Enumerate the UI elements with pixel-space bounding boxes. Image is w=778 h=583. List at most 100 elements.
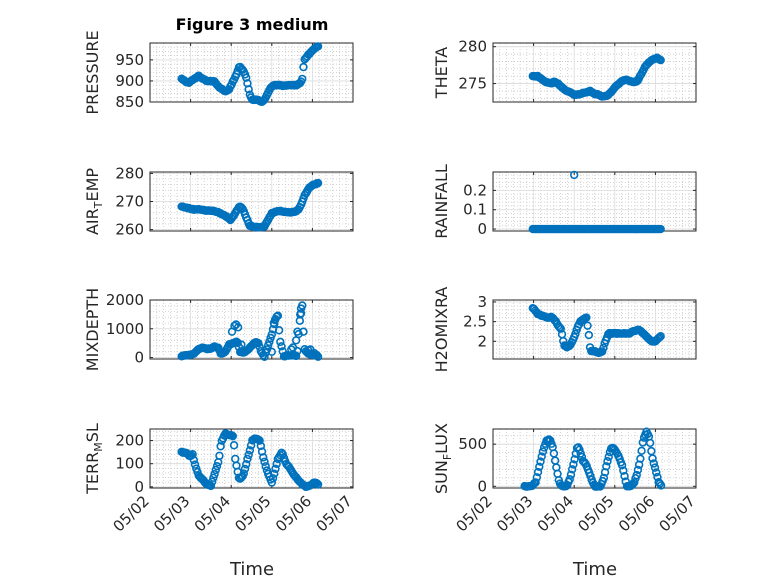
data-point <box>532 473 542 482</box>
data-point <box>536 457 545 466</box>
data-point <box>535 462 544 471</box>
data-point <box>265 337 274 347</box>
data-point <box>313 178 323 188</box>
subplot-h2omixra: 22.5 3 H2OMIXRA <box>432 287 697 372</box>
y-axis-label: RAINFALL <box>432 164 451 239</box>
data-point <box>656 332 665 341</box>
data-point <box>207 477 217 486</box>
data-point <box>531 478 540 487</box>
tick-marks <box>149 299 354 359</box>
data-point <box>239 469 248 478</box>
data-point <box>293 327 302 336</box>
subplot-theta: 275 280 THETA <box>432 38 697 103</box>
data-point <box>313 480 323 489</box>
data-point <box>229 441 239 450</box>
data-point <box>210 469 219 479</box>
data-point <box>291 351 301 361</box>
data-point <box>268 474 278 483</box>
y-tick-label: 275 <box>458 75 487 93</box>
data-point <box>242 460 251 469</box>
y-tick-label: 0 <box>134 349 144 367</box>
y-axis-label: TERRMSL <box>83 423 105 495</box>
data-point <box>299 62 308 72</box>
axes-box <box>149 299 354 360</box>
data-point <box>267 330 276 339</box>
data-point <box>288 343 298 352</box>
data-point <box>655 333 664 342</box>
y-tick-label: 2 <box>477 332 487 350</box>
major-grid <box>493 43 696 102</box>
axes-box <box>492 42 697 103</box>
y-tick-label: 100 <box>115 455 144 473</box>
figure-title: Figure 3 medium <box>176 15 329 34</box>
data-point <box>604 452 613 461</box>
y-tick-label: 900 <box>115 72 144 90</box>
data-point <box>228 431 238 441</box>
data-point <box>274 326 284 335</box>
data-point <box>637 446 646 456</box>
data-points <box>528 303 665 358</box>
y-tick-label: 0.1 <box>463 201 487 219</box>
data-point <box>242 73 251 82</box>
data-point <box>566 470 576 479</box>
subplot-air-temp: 260 270 280 AIRTEMP <box>83 164 354 239</box>
y-axis-label: PRESSURE <box>83 30 102 114</box>
data-point <box>538 447 548 456</box>
data-point <box>556 324 566 333</box>
data-point <box>570 455 579 464</box>
data-point <box>287 345 296 354</box>
y-tick-label: 260 <box>115 221 144 239</box>
data-point <box>259 453 268 462</box>
y-tick-label: 3 <box>477 293 487 311</box>
data-point <box>261 462 270 471</box>
data-point <box>244 85 253 94</box>
data-point <box>565 475 574 484</box>
data-point <box>267 478 276 487</box>
data-point <box>648 454 657 463</box>
data-point <box>276 337 285 347</box>
data-point <box>243 454 252 464</box>
data-point <box>656 224 665 234</box>
data-points <box>177 301 323 361</box>
data-point <box>267 347 276 357</box>
y-tick-label: 0 <box>477 220 487 238</box>
data-point <box>584 330 594 340</box>
data-point <box>237 340 246 349</box>
data-point <box>617 461 627 470</box>
data-point <box>298 74 307 84</box>
data-point <box>567 465 577 474</box>
data-point <box>544 435 554 444</box>
data-point <box>187 451 196 460</box>
data-point <box>539 443 549 452</box>
data-point <box>632 470 641 480</box>
data-point <box>656 481 666 490</box>
subplot-rainfall: 00.1 0.2 RAINFALL <box>432 164 697 239</box>
y-tick-label: 2.5 <box>463 313 487 331</box>
major-grid <box>493 300 696 359</box>
data-points <box>177 429 323 492</box>
data-point <box>233 323 243 332</box>
y-tick-label: 1000 <box>106 320 144 338</box>
data-point <box>656 55 665 65</box>
data-point <box>310 349 319 358</box>
data-points <box>177 42 323 107</box>
y-tick-label: 200 <box>115 432 144 450</box>
x-axis-label-left: Time <box>229 559 274 580</box>
data-point <box>603 457 612 466</box>
data-point <box>244 450 253 460</box>
x-axis-label-right: Time <box>572 559 617 580</box>
data-point <box>212 462 222 471</box>
y-tick-label: 0.2 <box>463 181 487 199</box>
data-point <box>583 321 592 330</box>
data-point <box>652 468 661 477</box>
data-point <box>555 323 564 332</box>
data-point <box>569 460 578 469</box>
y-tick-label: 0 <box>134 478 144 496</box>
data-point <box>537 452 546 461</box>
data-point <box>190 460 200 469</box>
axes-box <box>492 299 697 360</box>
data-point <box>630 478 639 487</box>
data-point <box>313 42 323 51</box>
data-point <box>206 481 216 491</box>
data-point <box>278 449 287 459</box>
